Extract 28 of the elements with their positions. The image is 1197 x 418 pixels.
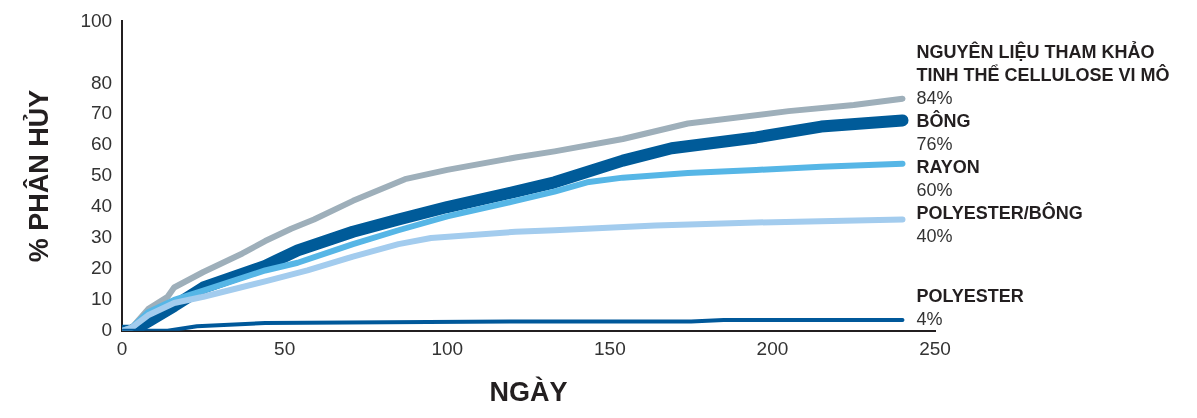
y-tick-label: 60 bbox=[90, 133, 113, 155]
y-tick-label: 30 bbox=[90, 226, 113, 248]
x-tick-label: 0 bbox=[116, 338, 128, 360]
series-label: RAYON bbox=[916, 157, 980, 178]
annotation: 40% bbox=[916, 226, 953, 247]
y-tick-label: 80 bbox=[90, 71, 113, 93]
series-label: POLYESTER/BÔNG bbox=[916, 202, 1083, 224]
series-label: BÔNG bbox=[916, 110, 971, 132]
x-tick-label: 50 bbox=[274, 338, 296, 360]
y-tick-label: 10 bbox=[90, 288, 113, 310]
annotation: 4% bbox=[916, 309, 943, 330]
x-tick-label: 250 bbox=[919, 338, 951, 360]
x-tick-label: 150 bbox=[593, 338, 626, 360]
y-tick-label: 50 bbox=[90, 164, 113, 186]
x-tick-label: 100 bbox=[431, 338, 464, 360]
x-tick-label: 200 bbox=[756, 338, 789, 360]
series-label: POLYESTER bbox=[916, 286, 1024, 307]
x-axis-title: NGÀY bbox=[489, 376, 568, 408]
annotation: 60% bbox=[916, 180, 953, 201]
y-tick-label: 40 bbox=[90, 195, 113, 217]
y-tick-label: 0 bbox=[101, 319, 113, 341]
y-tick-label: 70 bbox=[90, 102, 113, 124]
y-axis-title: % PHÂN HỦY bbox=[21, 89, 54, 263]
y-tick-label: 20 bbox=[90, 257, 113, 279]
y-tick-label: 100 bbox=[80, 9, 113, 31]
annotation: 76% bbox=[916, 134, 953, 155]
series-label: NGUYÊN LIỆU THAM KHẢO TINH THỂ CELLULOSE VI MÔ bbox=[916, 41, 1170, 86]
annotation: 84% bbox=[916, 88, 953, 109]
